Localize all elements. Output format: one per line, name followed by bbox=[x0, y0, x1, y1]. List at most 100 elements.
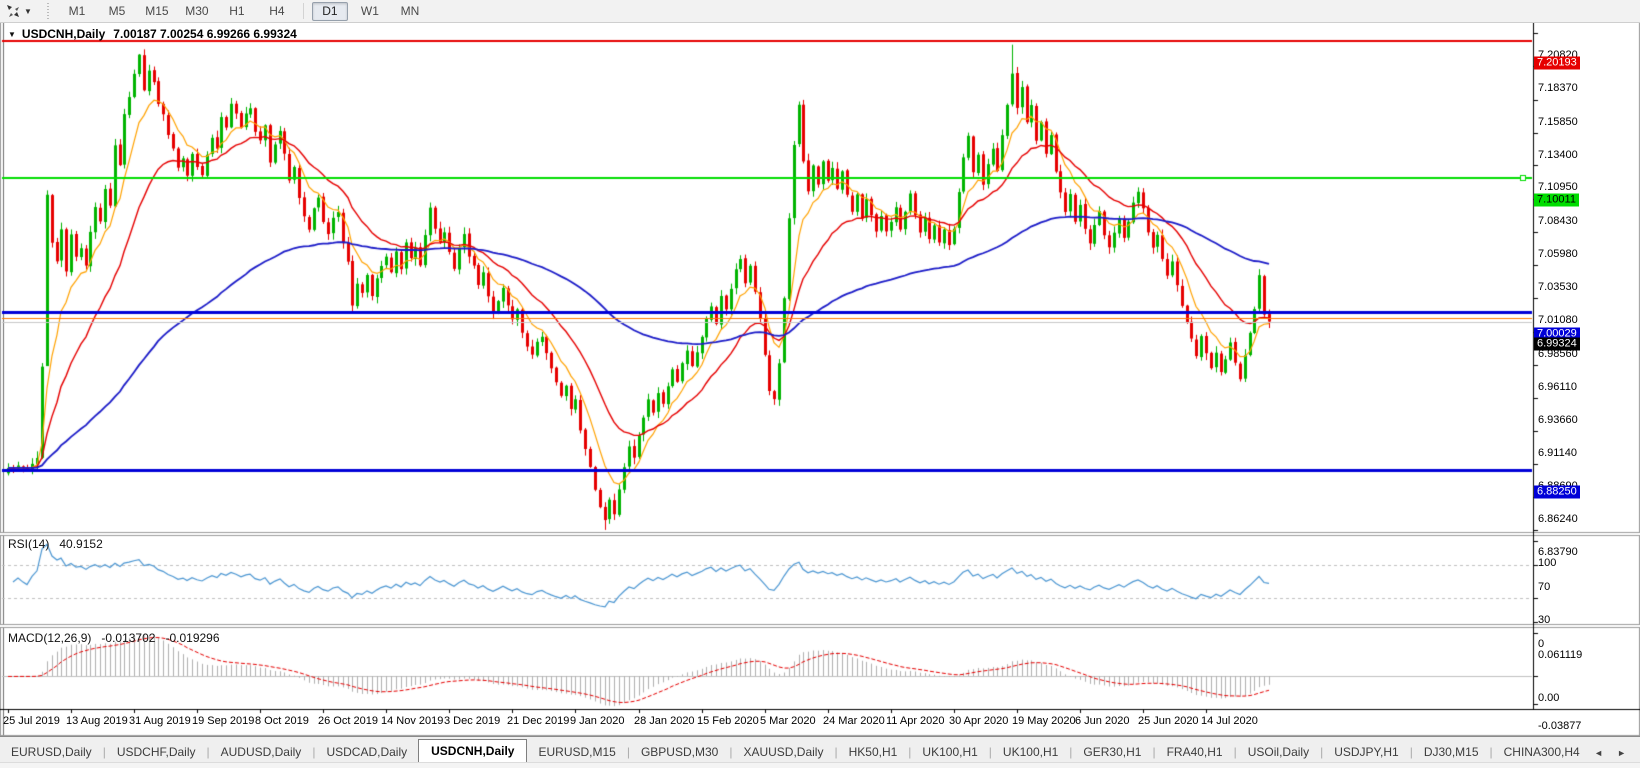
tab-separator: | bbox=[1489, 745, 1493, 759]
main-chart-canvas[interactable] bbox=[0, 22, 1640, 736]
tab-separator: | bbox=[1320, 745, 1324, 759]
price-badge-6.88250: 6.88250 bbox=[1534, 485, 1580, 499]
tab-gbpusd-m30[interactable]: GBPUSD,M30 bbox=[640, 745, 719, 759]
timeframe-button-group: M1 M5 M15 M30 H1 H4 D1 W1 MN bbox=[59, 1, 428, 21]
rsi-tick-label: 30 bbox=[1538, 613, 1551, 626]
tab-separator: | bbox=[1152, 745, 1156, 759]
price-tick-label: 7.18370 bbox=[1538, 81, 1578, 94]
tab-uk100-h1[interactable]: UK100,H1 bbox=[922, 745, 978, 759]
timeframe-button-w1[interactable]: W1 bbox=[360, 3, 379, 18]
price-axis[interactable]: 7.20820 7.18370 7.15850 7.13400 7.10950 7.084… bbox=[1534, 22, 1638, 732]
date-label: 19 May 2020 bbox=[1012, 715, 1076, 727]
tab-separator: | bbox=[626, 745, 630, 759]
price-tick-label: 6.96110 bbox=[1538, 380, 1577, 393]
macd-tick-label: 0.061119 bbox=[1538, 649, 1583, 661]
price-tick-label: 6.98560 bbox=[1538, 347, 1578, 360]
chart-menu-button[interactable]: ▼ bbox=[8, 29, 16, 39]
date-label: 5 Mar 2020 bbox=[760, 715, 816, 727]
macd-tick-label: 0.00 bbox=[1538, 692, 1560, 705]
date-label: 28 Jan 2020 bbox=[634, 715, 695, 727]
rsi-tick-label: 70 bbox=[1538, 581, 1551, 594]
tab-separator: | bbox=[102, 745, 106, 759]
rsi-tick-label: 100 bbox=[1538, 557, 1557, 569]
date-label: 25 Jun 2020 bbox=[1138, 715, 1199, 727]
date-label: 31 Aug 2019 bbox=[129, 715, 191, 727]
chart-tools-dropdown-icon[interactable]: ▼ bbox=[24, 6, 32, 16]
price-tick-label: 7.10950 bbox=[1538, 181, 1578, 194]
timeframe-button-m15[interactable]: M15 bbox=[145, 3, 169, 18]
tab-usdjpy-h1[interactable]: USDJPY,H1 bbox=[1334, 745, 1399, 759]
tab-separator: | bbox=[1069, 745, 1073, 759]
tab-hk50-h1[interactable]: HK50,H1 bbox=[848, 745, 898, 759]
tab-separator: | bbox=[1409, 745, 1413, 759]
toolbar-grip-handle[interactable] bbox=[45, 3, 51, 19]
timeframe-button-m30[interactable]: M30 bbox=[185, 3, 209, 18]
tab-separator: | bbox=[1233, 745, 1237, 759]
date-label: 6 Jun 2020 bbox=[1075, 715, 1130, 727]
price-badge-6.99324: 6.99324 bbox=[1534, 337, 1580, 350]
tab-eurusd-m15[interactable]: EURUSD,M15 bbox=[538, 745, 616, 759]
toolbar-separator bbox=[302, 3, 304, 19]
date-label: 13 Aug 2019 bbox=[66, 715, 128, 727]
price-badge-7.10011: 7.10011 bbox=[1534, 193, 1579, 207]
date-label: 9 Jan 2020 bbox=[570, 715, 625, 727]
top-toolbar: ▼ M1 M5 M15 M30 H1 H4 D1 W1 MN bbox=[0, 0, 1640, 23]
tab-usdcad-daily[interactable]: USDCAD,Daily bbox=[326, 745, 408, 759]
tab-scroll-right-icon[interactable]: ► bbox=[1617, 748, 1626, 758]
tab-nav: ◄ ► bbox=[1594, 748, 1640, 763]
tab-scroll-left-icon[interactable]: ◄ bbox=[1594, 748, 1604, 758]
tab-separator: | bbox=[834, 745, 838, 759]
date-label: 30 Apr 2020 bbox=[949, 715, 1009, 727]
price-tick-label: 7.03530 bbox=[1538, 281, 1578, 294]
price-tick-label: 6.86240 bbox=[1538, 513, 1578, 526]
chart-tabs: EURUSD,Daily | USDCHF,Daily | AUDUSD,Daily | U… bbox=[0, 739, 1591, 763]
tab-china300-h4[interactable]: CHINA300,H4 bbox=[1503, 745, 1580, 759]
date-label: 25 Jul 2019 bbox=[3, 715, 60, 727]
macd-signal-value: -0.019296 bbox=[165, 631, 220, 645]
timeframe-button-m5[interactable]: M5 bbox=[108, 3, 126, 18]
date-label: 14 Nov 2019 bbox=[381, 715, 444, 727]
tab-separator: | bbox=[206, 745, 210, 759]
chart-window: ▼ USDCNH,Daily 7.00187 7.00254 6.99266 6… bbox=[0, 22, 1640, 736]
tab-dj30-m15[interactable]: DJ30,M15 bbox=[1423, 745, 1479, 759]
tab-audusd-daily[interactable]: AUDUSD,Daily bbox=[220, 745, 302, 759]
chart-symbol-label: USDCNH,Daily bbox=[21, 27, 106, 41]
date-label: 3 Dec 2019 bbox=[444, 715, 501, 727]
date-label: 19 Sep 2019 bbox=[192, 715, 255, 727]
chart-ohlc-values: 7.00187 7.00254 6.99266 6.99324 bbox=[113, 27, 297, 41]
price-badge-7.20193: 7.20193 bbox=[1534, 56, 1580, 70]
timeframe-button-mn[interactable]: MN bbox=[400, 3, 420, 18]
price-tick-label: 6.83790 bbox=[1538, 546, 1578, 558]
date-label: 11 Apr 2020 bbox=[886, 715, 945, 727]
tab-eurusd-daily[interactable]: EURUSD,Daily bbox=[11, 745, 92, 759]
tab-separator: | bbox=[729, 745, 733, 759]
price-tick-label: 7.15850 bbox=[1538, 115, 1578, 128]
price-tick-label: 6.91140 bbox=[1538, 447, 1577, 460]
tab-ger30-h1[interactable]: GER30,H1 bbox=[1083, 745, 1142, 759]
tab-usdcnh-daily[interactable]: USDCNH,Daily bbox=[418, 739, 528, 763]
price-tick-label: 7.01080 bbox=[1538, 313, 1578, 326]
tab-uk100-h1[interactable]: UK100,H1 bbox=[1002, 745, 1059, 759]
tab-usoil-daily[interactable]: USOil,Daily bbox=[1247, 745, 1310, 759]
tab-xauusd-daily[interactable]: XAUUSD,Daily bbox=[743, 745, 824, 759]
chart-tab-bar: EURUSD,Daily | USDCHF,Daily | AUDUSD,Daily | U… bbox=[0, 736, 1640, 763]
timeframe-button-d1[interactable]: D1 bbox=[311, 1, 348, 21]
rsi-indicator-label: RSI(14) 40.9152 bbox=[8, 537, 103, 551]
date-label: 14 Jul 2020 bbox=[1201, 715, 1258, 727]
price-tick-label: 7.05980 bbox=[1538, 248, 1578, 261]
price-tick-label: 7.13400 bbox=[1538, 148, 1578, 161]
time-axis[interactable]: 25 Jul 2019 13 Aug 2019 31 Aug 2019 19 Sep … bbox=[0, 709, 1532, 735]
price-tick-label: 7.08430 bbox=[1538, 215, 1578, 228]
timeframe-button-m1[interactable]: M1 bbox=[68, 3, 86, 18]
rsi-value: 40.9152 bbox=[59, 537, 103, 551]
date-label: 21 Dec 2019 bbox=[507, 715, 570, 727]
timeframe-button-h4[interactable]: H4 bbox=[269, 3, 285, 18]
tab-fra40-h1[interactable]: FRA40,H1 bbox=[1166, 745, 1223, 759]
timeframe-button-h1[interactable]: H1 bbox=[229, 3, 245, 18]
status-strip bbox=[0, 762, 1640, 768]
tab-separator: | bbox=[312, 745, 316, 759]
tab-usdchf-daily[interactable]: USDCHF,Daily bbox=[116, 745, 196, 759]
macd-main-value: -0.013702 bbox=[101, 631, 156, 645]
chart-cursor-icon[interactable] bbox=[4, 2, 22, 20]
date-label: 8 Oct 2019 bbox=[255, 715, 309, 727]
